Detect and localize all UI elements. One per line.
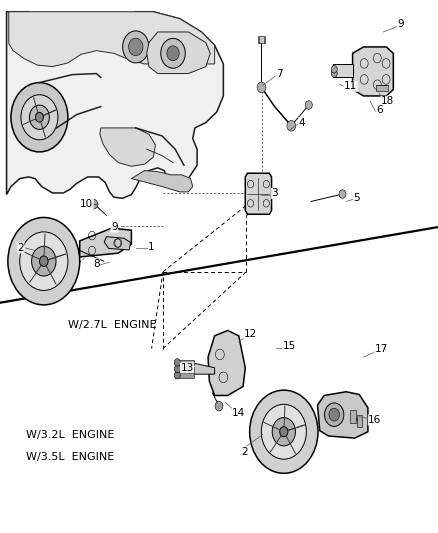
Bar	[376, 85, 388, 91]
Circle shape	[331, 66, 337, 73]
Text: 9: 9	[397, 19, 404, 29]
Bar	[258, 36, 265, 43]
Bar	[350, 410, 356, 423]
Bar	[357, 415, 362, 427]
Text: W/3.5L  ENGINE: W/3.5L ENGINE	[26, 452, 114, 462]
Circle shape	[215, 401, 223, 411]
Text: 1: 1	[148, 243, 155, 252]
Text: 6: 6	[376, 106, 383, 115]
Circle shape	[161, 38, 185, 68]
Circle shape	[339, 190, 346, 198]
Polygon shape	[245, 173, 272, 214]
Text: 14: 14	[232, 408, 245, 417]
Text: 9: 9	[111, 222, 118, 232]
Circle shape	[325, 403, 344, 426]
Circle shape	[90, 199, 98, 209]
Circle shape	[129, 38, 143, 56]
Text: 10: 10	[80, 199, 93, 208]
Polygon shape	[333, 64, 353, 77]
Polygon shape	[100, 128, 155, 166]
Text: 2: 2	[241, 447, 248, 457]
Circle shape	[21, 95, 58, 140]
Text: 18: 18	[381, 96, 394, 106]
Text: 8: 8	[93, 259, 100, 269]
Circle shape	[257, 82, 266, 93]
Circle shape	[174, 359, 180, 366]
Polygon shape	[208, 330, 245, 395]
Bar	[175, 360, 194, 365]
Text: W/3.2L  ENGINE: W/3.2L ENGINE	[26, 431, 115, 440]
Polygon shape	[147, 32, 210, 74]
Text: 17: 17	[374, 344, 388, 353]
Circle shape	[287, 120, 296, 131]
Text: 16: 16	[368, 415, 381, 425]
Circle shape	[123, 31, 149, 63]
Text: 7: 7	[276, 69, 283, 78]
Text: 5: 5	[353, 193, 360, 203]
Circle shape	[35, 112, 43, 122]
Polygon shape	[184, 362, 215, 374]
Circle shape	[250, 390, 318, 473]
Circle shape	[39, 256, 48, 266]
Text: W/2.7L  ENGINE: W/2.7L ENGINE	[68, 320, 156, 330]
Circle shape	[20, 232, 68, 290]
Bar	[175, 373, 194, 378]
Polygon shape	[131, 171, 193, 192]
Text: 13: 13	[180, 363, 194, 373]
Text: 11: 11	[344, 82, 357, 91]
Polygon shape	[9, 12, 215, 67]
Bar	[175, 367, 194, 372]
Circle shape	[32, 246, 56, 276]
Polygon shape	[7, 12, 223, 198]
Circle shape	[329, 408, 339, 421]
Polygon shape	[353, 47, 393, 96]
Circle shape	[8, 217, 80, 305]
Circle shape	[280, 427, 288, 437]
Circle shape	[174, 372, 180, 379]
Polygon shape	[104, 237, 131, 250]
Text: 15: 15	[283, 342, 296, 351]
Circle shape	[11, 83, 68, 152]
Circle shape	[261, 405, 306, 459]
Text: 12: 12	[244, 329, 257, 339]
Circle shape	[29, 105, 49, 130]
Circle shape	[305, 101, 312, 109]
Circle shape	[167, 46, 179, 61]
Polygon shape	[80, 228, 131, 257]
Circle shape	[174, 365, 180, 373]
Text: 3: 3	[271, 189, 278, 198]
Circle shape	[272, 417, 296, 446]
Polygon shape	[318, 392, 368, 438]
Circle shape	[331, 70, 337, 77]
Text: 2: 2	[17, 243, 24, 253]
Text: 4: 4	[299, 118, 306, 127]
